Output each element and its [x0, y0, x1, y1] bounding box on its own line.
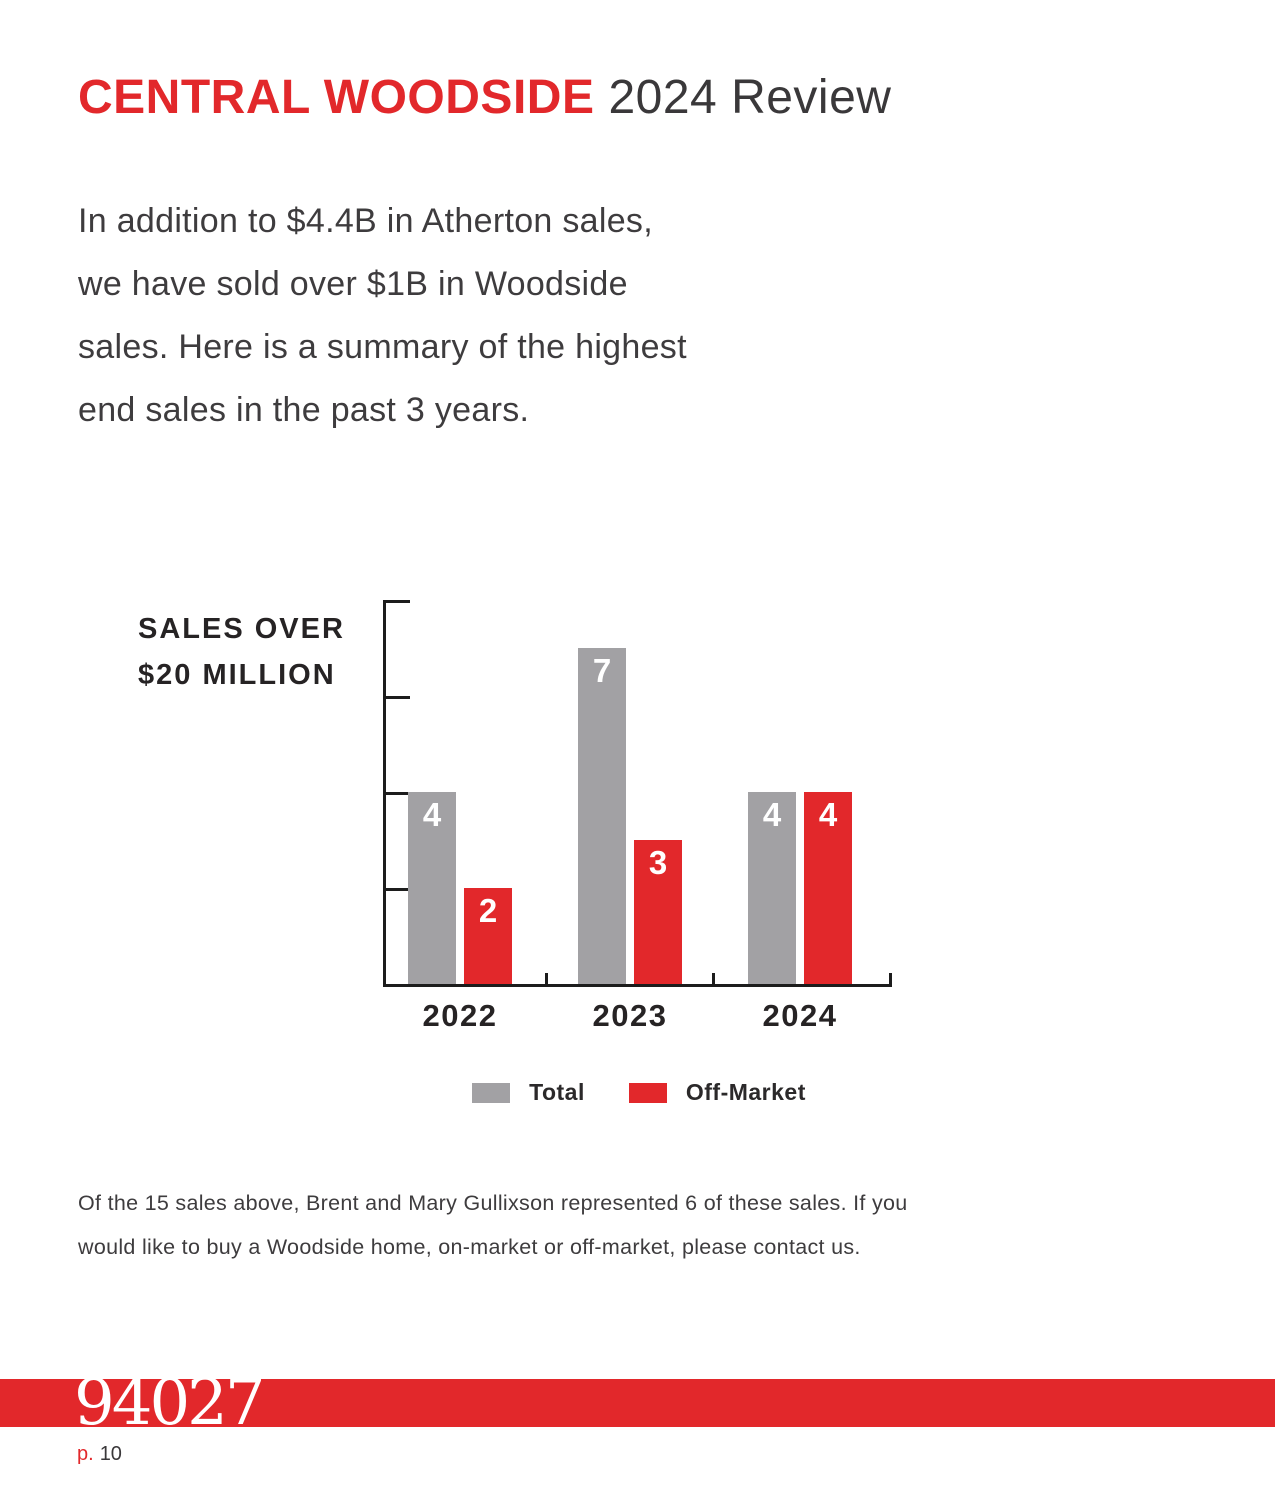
page-number-value: 10 — [99, 1443, 122, 1465]
bar-value-label: 4 — [762, 796, 782, 833]
y-axis-tick — [386, 792, 410, 795]
zip-banner: 94027 — [0, 1371, 1275, 1435]
legend-swatch — [628, 1082, 667, 1103]
x-axis-label: 2024 — [762, 998, 838, 1033]
footer-note: Of the 15 sales above, Brent and Mary Gu… — [78, 1181, 908, 1269]
sales-bar-chart: 4 2 2022 7 3 2023 4 4 2024 — [383, 600, 892, 1033]
chart-title-line: $20 MILLION — [138, 659, 336, 691]
off-market-bar: 4 — [804, 792, 852, 984]
total-bar: 7 — [578, 648, 626, 984]
y-axis-tick — [386, 888, 410, 891]
x-axis-tick — [712, 973, 715, 984]
y-axis-tick — [386, 600, 410, 603]
x-axis-tick — [545, 973, 548, 984]
legend-label: Total — [529, 1079, 585, 1105]
chart-legend: Total Off-Market — [386, 1079, 892, 1106]
page-title-rest: 2024 Review — [608, 71, 892, 124]
bar-value-label: 7 — [592, 652, 612, 689]
legend-item: Total — [472, 1079, 585, 1106]
intro-line: we have sold over $1B in Woodside — [78, 265, 628, 303]
y-axis-tick — [386, 696, 410, 699]
bar-value-label: 4 — [818, 796, 838, 833]
chart-title-line: SALES OVER — [138, 613, 345, 645]
legend-label: Off-Market — [685, 1079, 806, 1105]
page-number-prefix: p. — [77, 1443, 94, 1465]
intro-line: end sales in the past 3 years. — [78, 391, 530, 429]
footer-note-line: Of the 15 sales above, Brent and Mary Gu… — [78, 1191, 908, 1215]
x-axis-tick — [889, 973, 892, 984]
zip-code: 94027 — [74, 1366, 266, 1440]
intro-paragraph: In addition to $4.4B in Atherton sales, … — [78, 190, 687, 442]
total-bar: 4 — [748, 792, 796, 984]
intro-line: In addition to $4.4B in Atherton sales, — [78, 202, 653, 240]
intro-line: sales. Here is a summary of the highest — [78, 328, 687, 366]
legend-swatch — [472, 1082, 511, 1103]
bar-value-label: 2 — [478, 892, 498, 929]
page-number: p. 10 — [77, 1443, 122, 1466]
off-market-bar: 3 — [634, 840, 682, 984]
bar-value-label: 4 — [422, 796, 442, 833]
bar-value-label: 3 — [648, 844, 668, 881]
off-market-bar: 2 — [464, 888, 512, 984]
x-axis-label: 2022 — [422, 998, 498, 1033]
footer-note-line: would like to buy a Woodside home, on-ma… — [78, 1235, 861, 1259]
chart-title: SALES OVER $20 MILLION — [138, 606, 345, 698]
page-title: CENTRAL WOODSIDE 2024 Review — [78, 70, 891, 125]
legend-item: Off-Market — [628, 1079, 806, 1106]
page-title-highlight: CENTRAL WOODSIDE — [78, 71, 595, 124]
x-axis-label: 2023 — [592, 998, 668, 1033]
total-bar: 4 — [408, 792, 456, 984]
